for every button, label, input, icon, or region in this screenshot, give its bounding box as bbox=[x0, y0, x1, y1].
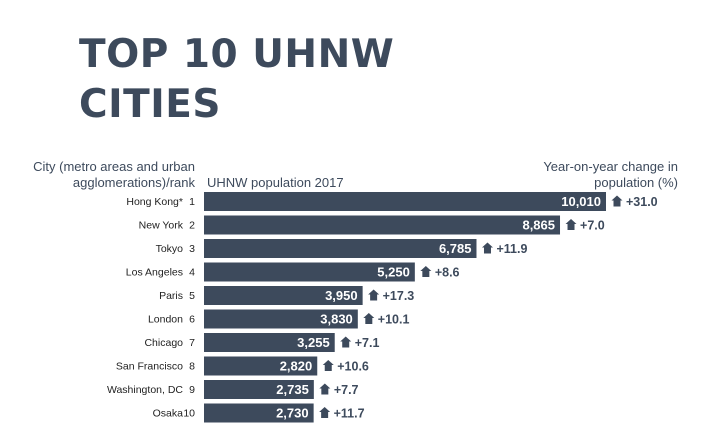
value-label: 3,830 bbox=[320, 312, 353, 327]
value-label: 5,250 bbox=[377, 265, 410, 280]
value-label: 10,010 bbox=[561, 194, 601, 209]
header-line: City (metro areas and urban bbox=[33, 159, 195, 174]
house-arrow-icon bbox=[611, 195, 623, 207]
house-arrow-icon bbox=[368, 289, 380, 301]
bar bbox=[204, 403, 314, 423]
title-line: CITIES bbox=[79, 82, 221, 127]
city-label: Hong Kong* bbox=[126, 196, 183, 208]
value-label: 8,865 bbox=[522, 218, 555, 233]
city-axis-header: City (metro areas and urban agglomeratio… bbox=[33, 159, 195, 191]
city-label: Washington, DC bbox=[107, 384, 183, 396]
rank-label: 4 bbox=[189, 267, 195, 279]
bar bbox=[204, 286, 363, 305]
house-arrow-icon bbox=[322, 360, 334, 371]
bar bbox=[204, 239, 477, 258]
rank-label: 9 bbox=[189, 384, 195, 396]
rank-label: 3 bbox=[189, 243, 195, 255]
value-label: 6,785 bbox=[439, 241, 472, 256]
city-label: New York bbox=[139, 220, 184, 232]
value-label: 3,950 bbox=[325, 288, 358, 303]
value-label: 2,730 bbox=[276, 406, 309, 421]
rank-label: 2 bbox=[189, 220, 195, 232]
bar bbox=[204, 262, 415, 282]
city-label: Chicago bbox=[144, 337, 183, 349]
page-title: TOP 10 UHNW CITIES bbox=[79, 30, 394, 130]
rank-label: 8 bbox=[189, 361, 195, 373]
change-axis-header: Year-on-year change in population (%) bbox=[543, 159, 678, 191]
bar bbox=[204, 215, 561, 235]
rank-label: 6 bbox=[189, 314, 195, 326]
rank-label: 1 bbox=[189, 196, 195, 208]
population-axis-header: UHNW population 2017 bbox=[207, 175, 344, 190]
bar bbox=[204, 380, 314, 399]
bar bbox=[204, 192, 606, 211]
city-label: Tokyo bbox=[156, 243, 184, 255]
city-label: Los Angeles bbox=[126, 267, 183, 279]
change-label: +31.0 bbox=[626, 195, 658, 209]
change-label: +7.7 bbox=[334, 383, 359, 397]
bar bbox=[204, 309, 358, 329]
rank-label: 5 bbox=[189, 290, 195, 302]
rank-label: 7 bbox=[189, 337, 195, 349]
value-label: 2,735 bbox=[276, 382, 309, 397]
value-label: 2,820 bbox=[280, 359, 313, 374]
bar bbox=[204, 333, 335, 352]
value-label: 3,255 bbox=[297, 335, 330, 350]
header-line: population (%) bbox=[594, 175, 678, 190]
header-line: agglomerations)/rank bbox=[72, 175, 195, 190]
title-line: TOP 10 UHNW bbox=[79, 32, 395, 77]
house-arrow-icon bbox=[363, 313, 375, 324]
city-label: San Francisco bbox=[116, 361, 183, 373]
house-arrow-icon bbox=[319, 383, 331, 395]
change-label: +10.6 bbox=[337, 360, 369, 374]
city-label: London bbox=[148, 314, 183, 326]
header-line: Year-on-year change in bbox=[543, 159, 678, 174]
house-arrow-icon bbox=[319, 407, 331, 418]
house-arrow-icon bbox=[565, 219, 577, 230]
change-label: +11.9 bbox=[496, 242, 527, 256]
rank-label: 10 bbox=[183, 408, 195, 420]
bar bbox=[204, 356, 318, 376]
change-label: +8.6 bbox=[435, 266, 460, 280]
house-arrow-icon bbox=[481, 242, 493, 254]
change-label: +11.7 bbox=[334, 407, 365, 421]
change-label: +7.0 bbox=[580, 219, 605, 233]
house-arrow-icon bbox=[340, 336, 352, 348]
change-label: +7.1 bbox=[355, 336, 380, 350]
house-arrow-icon bbox=[420, 266, 432, 277]
city-label: Paris bbox=[159, 290, 183, 302]
city-label: Osaka bbox=[153, 408, 184, 420]
change-label: +10.1 bbox=[378, 313, 410, 327]
change-label: +17.3 bbox=[383, 289, 415, 303]
